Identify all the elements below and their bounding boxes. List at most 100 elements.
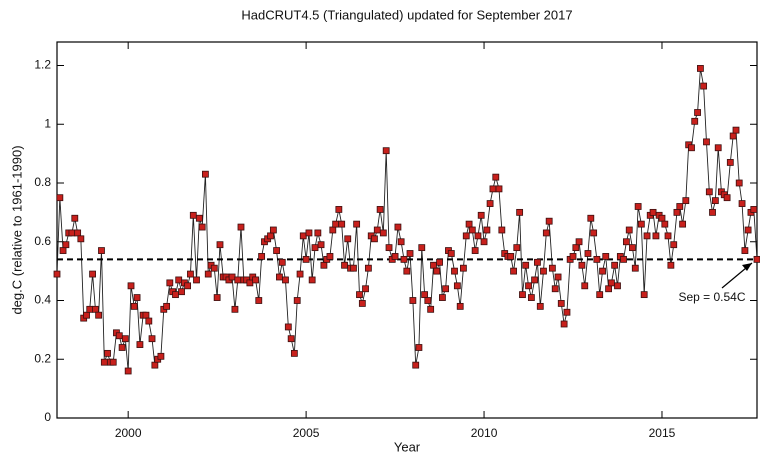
data-marker: [436, 258, 443, 266]
x-tick-label: 2015: [649, 426, 676, 440]
data-marker: [536, 302, 544, 310]
data-marker: [166, 279, 174, 287]
data-marker: [362, 285, 369, 293]
chart-title: HadCRUT4.5 (Triangulated) updated for Se…: [241, 7, 572, 22]
data-marker: [121, 335, 129, 343]
data-marker: [548, 264, 556, 272]
data-marker: [418, 244, 426, 252]
data-marker: [421, 291, 429, 299]
data-marker: [314, 229, 322, 237]
annotation-arrowhead: [742, 263, 752, 271]
data-marker: [338, 220, 346, 228]
data-marker: [394, 223, 402, 231]
data-marker: [640, 291, 648, 299]
data-marker: [201, 170, 209, 178]
data-marker: [308, 276, 316, 284]
data-marker: [637, 220, 645, 228]
data-marker: [519, 291, 526, 299]
data-marker: [670, 241, 678, 249]
data-marker: [124, 367, 132, 375]
data-marker: [468, 226, 476, 234]
data-marker: [353, 220, 361, 228]
data-marker: [53, 270, 61, 278]
data-marker: [157, 352, 165, 360]
data-marker: [575, 238, 583, 246]
data-marker: [703, 138, 710, 146]
data-marker: [382, 147, 390, 155]
data-marker: [682, 197, 690, 205]
data-marker: [364, 264, 372, 272]
annotation: Sep = 0.54C: [678, 290, 745, 304]
data-marker: [661, 220, 669, 228]
data-marker: [415, 344, 423, 351]
data-marker: [620, 255, 627, 263]
data-marker: [625, 226, 633, 234]
data-marker: [563, 308, 571, 316]
data-marker: [581, 282, 589, 290]
data-marker: [252, 276, 259, 284]
data-marker: [723, 194, 731, 202]
data-marker: [456, 302, 464, 310]
data-marker: [688, 144, 695, 152]
data-marker: [74, 229, 82, 237]
data-marker: [293, 297, 301, 304]
data-marker: [427, 305, 435, 313]
data-marker: [305, 229, 313, 237]
data-marker: [299, 232, 307, 240]
data-marker: [184, 282, 192, 290]
data-marker: [406, 250, 414, 257]
data-marker: [729, 132, 737, 140]
data-marker: [89, 270, 96, 278]
data-marker: [622, 238, 630, 246]
y-tick-label: 1: [44, 116, 51, 130]
data-marker: [98, 247, 105, 254]
data-marker: [175, 276, 183, 284]
data-marker: [608, 279, 615, 287]
data-marker: [267, 232, 274, 240]
data-marker: [614, 282, 621, 290]
data-marker: [652, 232, 660, 240]
data-marker: [513, 244, 521, 252]
data-marker: [332, 220, 340, 228]
data-marker: [358, 300, 366, 307]
data-marker: [62, 241, 70, 249]
data-marker: [198, 223, 206, 231]
data-marker: [483, 226, 491, 234]
data-marker: [741, 247, 749, 254]
data-marker: [578, 261, 586, 269]
data-marker: [311, 244, 319, 252]
data-marker: [492, 173, 500, 181]
y-tick-label: 0.8: [34, 175, 51, 189]
data-marker: [714, 144, 722, 152]
data-marker: [453, 282, 461, 290]
data-marker: [255, 297, 263, 304]
data-marker: [540, 267, 547, 275]
data-marker: [697, 65, 704, 72]
data-marker: [371, 235, 378, 243]
data-marker: [507, 253, 515, 260]
data-marker: [691, 117, 699, 125]
y-tick-label: 0.4: [34, 293, 51, 307]
data-marker: [658, 214, 666, 222]
data-marker: [403, 267, 411, 275]
data-marker: [178, 288, 185, 296]
y-tick-label: 0: [44, 410, 51, 424]
data-marker: [193, 276, 200, 284]
data-marker: [216, 241, 224, 249]
data-marker: [439, 294, 446, 301]
data-marker: [335, 206, 343, 213]
data-marker: [554, 273, 562, 281]
data-marker: [545, 217, 553, 225]
data-marker: [744, 226, 752, 234]
data-marker: [602, 253, 610, 260]
data-marker: [495, 185, 503, 193]
data-marker: [631, 264, 639, 272]
x-tick-label: 2000: [115, 426, 142, 440]
data-marker: [673, 208, 681, 216]
y-axis-label: deg.C (relative to 1961-1990): [9, 145, 24, 314]
data-marker: [498, 226, 506, 234]
data-marker: [605, 285, 613, 293]
data-marker: [127, 282, 135, 290]
data-marker: [471, 247, 479, 254]
